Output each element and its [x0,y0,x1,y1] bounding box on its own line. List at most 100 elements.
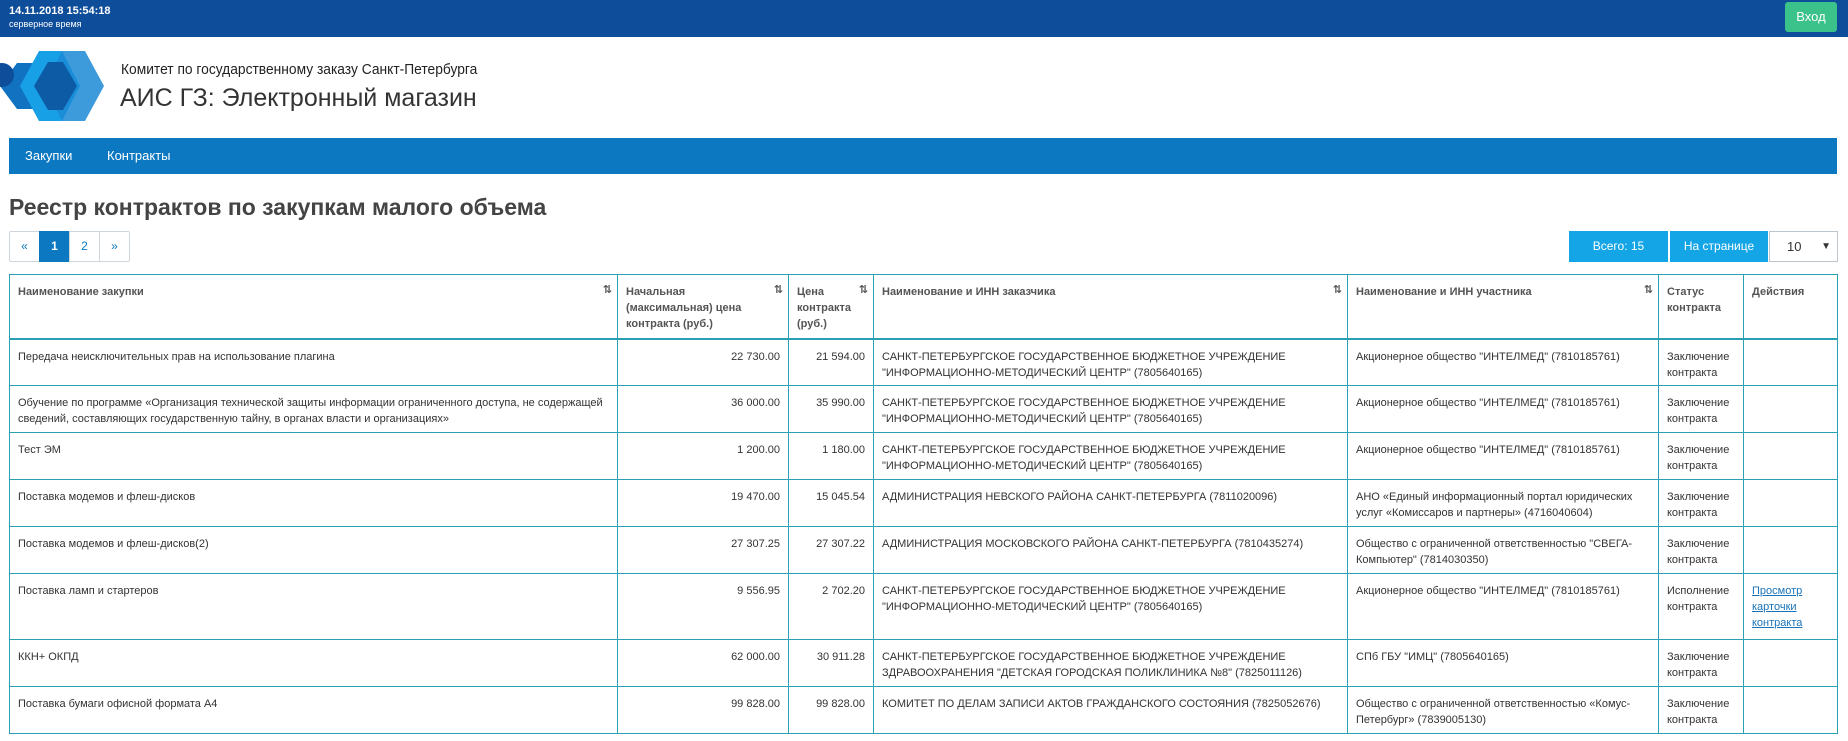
col-header-label: Наименование закупки [18,286,144,298]
cell-status: Заключение контракта [1658,432,1744,480]
cell-purchase-name: Передача неисключительных прав на исполь… [9,338,618,386]
cell-customer: АДМИНИСТРАЦИЯ НЕВСКОГО РАЙОНА САНКТ-ПЕТЕ… [873,479,1348,527]
cell-nmck: 22 730.00 [617,338,789,386]
per-page-select[interactable]: 10 ▼ [1769,231,1838,262]
contracts-table: Наименование закупки ⇅ Начальная (максима… [9,274,1838,734]
table-header-row: Наименование закупки ⇅ Начальная (максима… [9,274,1838,340]
pagination: « 1 2 » [9,231,130,262]
cell-customer: САНКТ-ПЕТЕРБУРГСКОЕ ГОСУДАРСТВЕННОЕ БЮДЖ… [873,573,1348,640]
cell-actions [1743,686,1838,734]
view-contract-card-link[interactable]: Просмотр карточки контракта [1752,585,1803,629]
cell-actions [1743,385,1838,433]
col-header-purchase-name[interactable]: Наименование закупки ⇅ [9,274,618,340]
table-row: Передача неисключительных прав на исполь… [9,338,1838,386]
cell-nmck: 36 000.00 [617,385,789,433]
cell-price: 99 828.00 [788,686,874,734]
cell-purchase-name: Поставка ламп и стартеров [9,573,618,640]
cell-participant: Акционерное общество "ИНТЕЛМЕД" (7810185… [1347,338,1659,386]
cell-actions [1743,639,1838,687]
cell-actions [1743,526,1838,574]
cell-status: Заключение контракта [1658,338,1744,386]
col-header-label: Начальная (максимальная) цена контракта … [626,286,742,330]
cell-status: Заключение контракта [1658,526,1744,574]
table-row: ККН+ ОКПД 62 000.00 30 911.28 САНКТ-ПЕТЕ… [9,639,1838,687]
cell-price: 27 307.22 [788,526,874,574]
app-title: АИС ГЗ: Электронный магазин [120,84,477,112]
cell-purchase-name: Тест ЭМ [9,432,618,480]
cell-status: Заключение контракта [1658,479,1744,527]
table-row: Обучение по программе «Организация техни… [9,385,1838,433]
cell-participant: Акционерное общество "ИНТЕЛМЕД" (7810185… [1347,385,1659,433]
cell-actions: Просмотр карточки контракта [1743,573,1838,640]
cell-purchase-name: ККН+ ОКПД [9,639,618,687]
cell-status: Заключение контракта [1658,639,1744,687]
cell-customer: САНКТ-ПЕТЕРБУРГСКОЕ ГОСУДАРСТВЕННОЕ БЮДЖ… [873,338,1348,386]
cell-purchase-name: Обучение по программе «Организация техни… [9,385,618,433]
cell-participant: Общество с ограниченной ответственностью… [1347,526,1659,574]
sort-icon[interactable]: ⇅ [858,284,868,296]
cell-participant: Общество с ограниченной ответственностью… [1347,686,1659,734]
sort-icon[interactable]: ⇅ [602,284,612,296]
cell-customer: КОМИТЕТ ПО ДЕЛАМ ЗАПИСИ АКТОВ ГРАЖДАНСКО… [873,686,1348,734]
total-count-badge: Всего: 15 [1569,231,1668,262]
cell-status: Заключение контракта [1658,385,1744,433]
col-header-label: Наименование и ИНН заказчика [882,286,1056,298]
pager-prev-button[interactable]: « [9,231,40,262]
cell-purchase-name: Поставка модемов и флеш-дисков [9,479,618,527]
col-header-label: Цена контракта (руб.) [797,286,851,330]
logo-icon [0,51,104,121]
caret-down-icon: ▼ [1821,241,1831,252]
page-title: Реестр контрактов по закупкам малого объ… [9,194,547,220]
col-header-price[interactable]: Цена контракта (руб.) ⇅ [788,274,874,340]
col-header-participant[interactable]: Наименование и ИНН участника ⇅ [1347,274,1659,340]
cell-actions [1743,479,1838,527]
cell-participant: Акционерное общество "ИНТЕЛМЕД" (7810185… [1347,432,1659,480]
table-row: Поставка ламп и стартеров 9 556.95 2 702… [9,573,1838,640]
col-header-label: Наименование и ИНН участника [1356,286,1532,298]
nav-item-contracts[interactable]: Контракты [107,148,171,163]
login-button[interactable]: Вход [1785,2,1837,32]
cell-price: 1 180.00 [788,432,874,480]
main-nav: Закупки Контракты [9,138,1837,174]
sort-icon[interactable]: ⇅ [1643,284,1653,296]
cell-purchase-name: Поставка модемов и флеш-дисков(2) [9,526,618,574]
server-time-label: серверное время [9,19,82,29]
table-row: Поставка модемов и флеш-дисков 19 470.00… [9,479,1838,527]
cell-customer: САНКТ-ПЕТЕРБУРГСКОЕ ГОСУДАРСТВЕННОЕ БЮДЖ… [873,385,1348,433]
cell-status: Исполнение контракта [1658,573,1744,640]
cell-customer: АДМИНИСТРАЦИЯ МОСКОВСКОГО РАЙОНА САНКТ-П… [873,526,1348,574]
cell-nmck: 1 200.00 [617,432,789,480]
table-row: Поставка бумаги офисной формата А4 99 82… [9,686,1838,734]
cell-price: 21 594.00 [788,338,874,386]
pager-next-button[interactable]: » [99,231,130,262]
sort-icon[interactable]: ⇅ [1332,284,1342,296]
sort-icon[interactable]: ⇅ [773,284,783,296]
cell-price: 15 045.54 [788,479,874,527]
table-row: Поставка модемов и флеш-дисков(2) 27 307… [9,526,1838,574]
cell-customer: САНКТ-ПЕТЕРБУРГСКОЕ ГОСУДАРСТВЕННОЕ БЮДЖ… [873,639,1348,687]
cell-participant: СПб ГБУ "ИМЦ" (7805640165) [1347,639,1659,687]
cell-price: 35 990.00 [788,385,874,433]
server-datetime: 14.11.2018 15:54:18 [9,5,111,17]
cell-price: 2 702.20 [788,573,874,640]
cell-customer: САНКТ-ПЕТЕРБУРГСКОЕ ГОСУДАРСТВЕННОЕ БЮДЖ… [873,432,1348,480]
col-header-nmck[interactable]: Начальная (максимальная) цена контракта … [617,274,789,340]
cell-purchase-name: Поставка бумаги офисной формата А4 [9,686,618,734]
cell-status: Заключение контракта [1658,686,1744,734]
org-name: Комитет по государственному заказу Санкт… [121,61,478,78]
col-header-customer[interactable]: Наименование и ИНН заказчика ⇅ [873,274,1348,340]
nav-item-purchases[interactable]: Закупки [25,148,73,163]
per-page-value: 10 [1787,239,1802,254]
cell-participant: Акционерное общество "ИНТЕЛМЕД" (7810185… [1347,573,1659,640]
cell-nmck: 9 556.95 [617,573,789,640]
pager-page-1[interactable]: 1 [39,231,70,262]
cell-nmck: 62 000.00 [617,639,789,687]
pager-page-2[interactable]: 2 [69,231,100,262]
cell-price: 30 911.28 [788,639,874,687]
table-row: Тест ЭМ 1 200.00 1 180.00 САНКТ-ПЕТЕРБУР… [9,432,1838,480]
cell-nmck: 99 828.00 [617,686,789,734]
cell-actions [1743,432,1838,480]
cell-nmck: 19 470.00 [617,479,789,527]
col-header-actions: Действия [1743,274,1838,340]
cell-nmck: 27 307.25 [617,526,789,574]
